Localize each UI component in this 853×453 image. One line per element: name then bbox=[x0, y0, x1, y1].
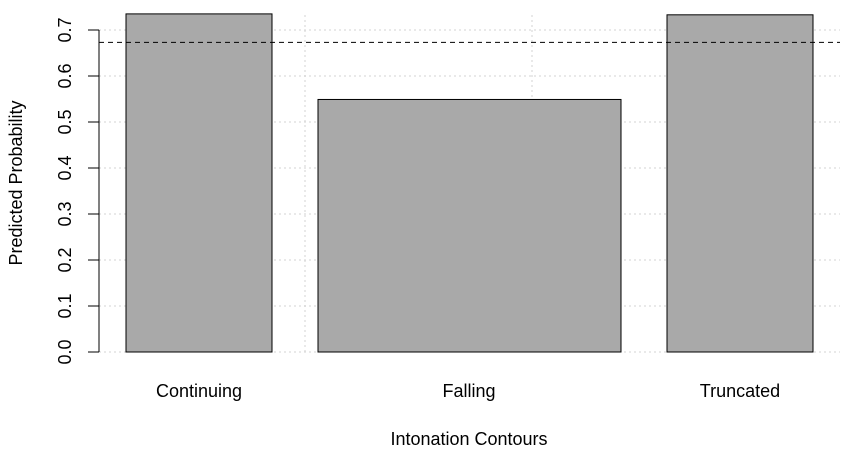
y-axis-label: Predicted Probability bbox=[6, 100, 26, 265]
y-tick-label: 0.2 bbox=[55, 247, 75, 272]
bar-truncated bbox=[666, 14, 814, 353]
x-tick-label-falling: Falling bbox=[442, 381, 495, 401]
y-tick-label: 0.5 bbox=[55, 109, 75, 134]
y-tick-label: 0.4 bbox=[55, 155, 75, 180]
x-tick-label-truncated: Truncated bbox=[700, 381, 780, 401]
bars bbox=[125, 13, 814, 353]
y-tick-label: 0.1 bbox=[55, 293, 75, 318]
y-tick-label: 0.7 bbox=[55, 17, 75, 42]
x-tick-labels: Continuing Falling Truncated bbox=[156, 381, 780, 401]
x-tick-label-continuing: Continuing bbox=[156, 381, 242, 401]
y-axis: 0.0 0.1 0.2 0.3 0.4 0.5 0.6 0.7 bbox=[55, 17, 100, 365]
bar-falling bbox=[317, 98, 622, 353]
x-axis-label: Intonation Contours bbox=[390, 429, 547, 449]
y-tick-label: 0.0 bbox=[55, 339, 75, 364]
bar-continuing bbox=[125, 13, 273, 353]
y-tick-label: 0.3 bbox=[55, 201, 75, 226]
y-tick-label: 0.6 bbox=[55, 63, 75, 88]
